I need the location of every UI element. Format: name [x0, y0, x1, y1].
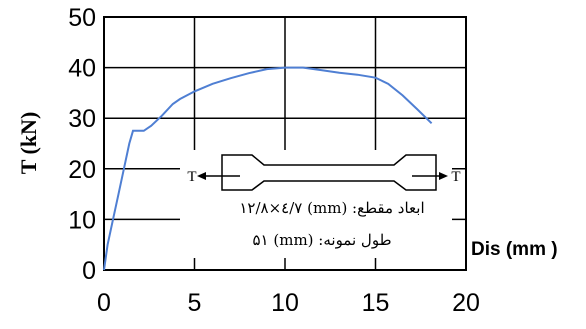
- series-line: [103, 66, 433, 271]
- y-tick-label: 0: [82, 257, 96, 285]
- y-tick-label: 50: [68, 4, 96, 32]
- section-dimensions-note: ابعاد مقطع: (mm) ۷/٤×۱۲/۸: [239, 199, 424, 217]
- x-tick-label: 15: [362, 289, 390, 317]
- y-tick-label: 20: [68, 156, 96, 184]
- force-right-label: T: [451, 169, 460, 185]
- y-tick-label: 30: [68, 105, 96, 133]
- specimen-inset: T T ابعاد مقطع: (mm) ۷/٤×۱۲/۸ طول نمونه:…: [180, 150, 461, 258]
- x-tick-labels: 0 5 10 15 20: [97, 289, 480, 317]
- y-tick-labels: 0 10 20 30 40 50: [68, 4, 96, 285]
- y-tick-label: 10: [68, 206, 96, 234]
- x-axis-label: Dis (mm ): [471, 239, 558, 260]
- dogbone-specimen-icon: [221, 154, 437, 191]
- x-tick-label: 10: [271, 289, 299, 317]
- arrowhead-left-icon: [197, 172, 206, 180]
- x-tick-label: 0: [97, 289, 111, 317]
- specimen-length-note: طول نمونه: (mm) ۵۱: [252, 231, 391, 249]
- arrowhead-right-icon: [439, 172, 448, 180]
- x-tick-label: 5: [188, 289, 202, 317]
- inset-background: [180, 150, 452, 258]
- force-left-label: T: [187, 169, 196, 185]
- y-tick-label: 40: [68, 55, 96, 83]
- y-axis-label: T (kN): [16, 112, 41, 175]
- x-tick-label: 20: [452, 289, 480, 317]
